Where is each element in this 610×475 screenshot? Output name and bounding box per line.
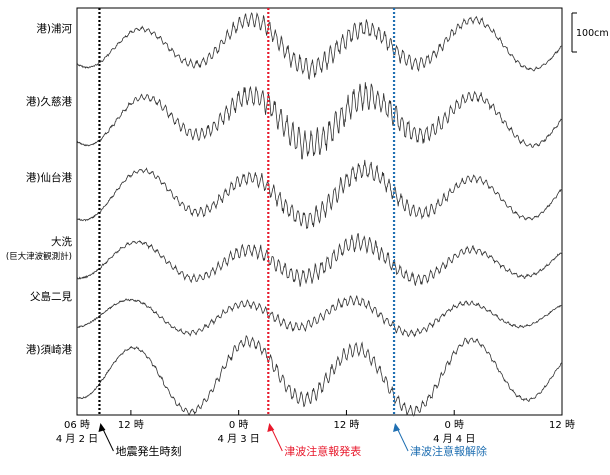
x-tick-label-4: 12 時 [333,419,359,431]
scale-bar-label: 100cm [576,28,609,39]
x-axis-group: 06 時 4 月 2 日 12 時 0 時 4 月 3 日 12 時 0 時 4 月 4 日 1… [56,410,575,445]
x-tick-label-1: 06 時 [64,419,90,431]
plot-frame [76,7,563,416]
event-arrow-head-1 [98,423,106,432]
event-arrow-line-2 [270,427,283,452]
scale-bar: 100cm [571,12,609,53]
x-tick-label-2: 12 時 [118,419,144,431]
trace-5 [76,295,563,338]
event-label-1: 地震発生時刻 [115,444,181,458]
x-tick-label-5: 0 時 [444,419,464,431]
station-label-6: 港)須崎港 [26,343,73,356]
event-arrow-line-1 [102,427,114,452]
trace-1 [76,12,563,81]
trace-3 [76,159,563,230]
event-lines-group: 地震発生時刻 津波注意報発表 津波注意報解除 [98,8,487,458]
station-label-3: 港)仙台港 [26,171,73,184]
station-label-2: 港)久慈港 [26,95,73,108]
station-sublabel-4: (巨大津波観測計) [6,251,72,262]
x-tick-date-3: 4 月 3 日 [218,433,260,445]
event-arrow-head-2 [267,423,275,432]
x-tick-date-5: 4 月 4 日 [433,433,475,445]
trace-4 [76,233,563,287]
event-arrow-line-3 [396,427,409,452]
event-label-3: 津波注意報解除 [410,444,487,458]
station-label-4: 大洗 [51,235,72,248]
station-label-5: 父島二見 [30,290,72,303]
trace-6 [76,335,563,417]
station-label-1: 港)浦河 [36,22,72,35]
event-label-2: 津波注意報発表 [284,444,361,458]
traces-group [76,12,563,417]
x-tick-date-1: 4 月 2 日 [56,433,98,445]
x-tick-label-6: 12 時 [549,419,575,431]
trace-2 [76,82,563,160]
x-tick-label-3: 0 時 [229,419,249,431]
event-arrow-head-3 [393,423,401,432]
